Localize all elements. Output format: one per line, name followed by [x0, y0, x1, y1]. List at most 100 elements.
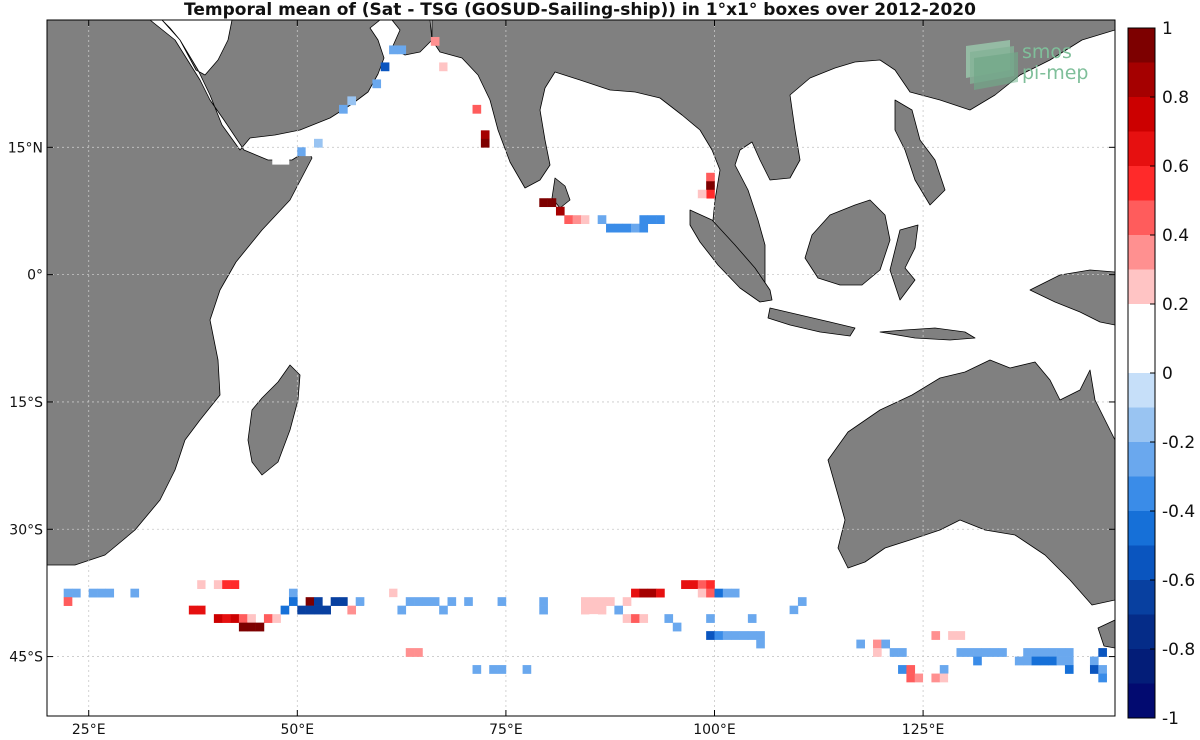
data-cell — [447, 62, 457, 72]
data-cell — [472, 104, 482, 114]
data-cell — [380, 588, 390, 598]
data-cell — [1089, 665, 1099, 674]
data-cell — [589, 597, 598, 606]
smos-logo: smos pi-mep — [966, 40, 1088, 90]
grid-lines — [47, 20, 1115, 716]
data-cell — [464, 597, 473, 606]
data-cell — [706, 181, 715, 191]
colorbar-swatch — [1128, 373, 1155, 408]
data-cell — [489, 665, 498, 674]
land-new-guinea — [1029, 269, 1115, 326]
colorbar-swatch — [1128, 407, 1155, 443]
data-cell — [230, 614, 240, 623]
data-cell — [656, 215, 665, 225]
data-cell — [1064, 648, 1074, 657]
colorbar-tick-label: 0.6 — [1162, 157, 1189, 177]
data-cell — [873, 639, 882, 649]
colorbar-tick-label: -0.8 — [1162, 640, 1195, 660]
data-cell — [238, 614, 248, 623]
data-cell — [706, 172, 715, 182]
colorbar-swatch — [1128, 511, 1155, 546]
colorbar-swatch — [1128, 476, 1155, 512]
data-cell — [288, 588, 298, 598]
colorbar-swatch — [1128, 545, 1155, 581]
data-cell — [397, 588, 407, 598]
land-java — [767, 307, 856, 337]
data-cell — [380, 62, 390, 72]
data-cell — [589, 614, 598, 623]
data-cell — [756, 639, 765, 649]
data-cell — [931, 631, 941, 640]
data-cell — [555, 206, 565, 216]
data-cell — [931, 673, 941, 683]
colorbar-tick-label: 0.4 — [1162, 226, 1189, 246]
data-cell — [564, 215, 573, 225]
data-cell — [606, 223, 615, 233]
data-cell — [430, 597, 440, 606]
data-cell — [1089, 656, 1099, 666]
data-cell — [97, 588, 106, 598]
data-cell — [889, 648, 899, 657]
data-cell — [439, 62, 448, 72]
data-cell — [88, 588, 98, 598]
data-cell — [964, 673, 974, 683]
lat-tick-label: 45°S — [9, 650, 43, 666]
colorbar-tick-label: -0.4 — [1162, 502, 1195, 522]
data-cell — [622, 614, 632, 623]
data-cell — [430, 36, 440, 46]
data-cell — [1039, 648, 1049, 657]
data-cell — [747, 614, 757, 623]
lat-tick-label: 15°N — [8, 140, 43, 156]
data-cell — [956, 673, 966, 683]
data-cell — [939, 665, 949, 674]
data-cell — [397, 597, 407, 606]
lon-tick-label: 50°E — [280, 722, 314, 738]
land-sri-lanka — [551, 177, 571, 209]
colorbar-swatch — [1128, 97, 1155, 132]
data-cell — [372, 79, 382, 89]
land-philippines — [894, 99, 946, 206]
data-cell — [364, 605, 373, 615]
data-cell — [1014, 656, 1024, 666]
data-cell — [472, 665, 482, 674]
data-cell — [956, 648, 966, 657]
data-cell — [222, 580, 231, 589]
data-cell — [664, 614, 674, 623]
data-cell — [739, 588, 749, 598]
data-cell — [589, 215, 598, 225]
colorbar-tick-label: -0.2 — [1162, 433, 1195, 453]
land-africa-arabia — [47, 20, 433, 566]
data-cell — [697, 198, 707, 208]
data-cell — [389, 588, 398, 598]
data-cell — [581, 215, 590, 225]
data-cell — [1048, 656, 1057, 666]
colorbar-swatch — [1128, 338, 1155, 374]
data-cell — [105, 588, 115, 598]
data-cell — [581, 605, 590, 615]
data-cell — [389, 597, 398, 606]
data-cell — [1098, 673, 1107, 683]
data-cell — [464, 87, 473, 97]
data-cell — [739, 622, 749, 632]
data-cell — [397, 45, 407, 55]
data-cell — [263, 614, 273, 623]
colorbar-tick-label: 0.2 — [1162, 295, 1189, 315]
lat-tick-label: 15°S — [9, 395, 43, 411]
data-cell — [639, 588, 649, 598]
land-australia — [827, 359, 1115, 606]
data-cell — [255, 580, 265, 589]
data-cell — [314, 597, 323, 606]
data-cell — [414, 648, 423, 657]
data-cell — [606, 597, 615, 606]
data-cell — [597, 597, 607, 606]
data-cell — [255, 622, 265, 632]
data-cell — [1098, 665, 1107, 674]
data-cell — [522, 665, 532, 674]
colorbar-tick-label: 0 — [1162, 364, 1173, 384]
data-cell — [205, 580, 215, 589]
data-cell — [422, 597, 432, 606]
data-cell — [689, 580, 699, 589]
data-cell — [447, 597, 457, 606]
data-cell — [1048, 648, 1057, 657]
data-cell — [1023, 656, 1032, 666]
